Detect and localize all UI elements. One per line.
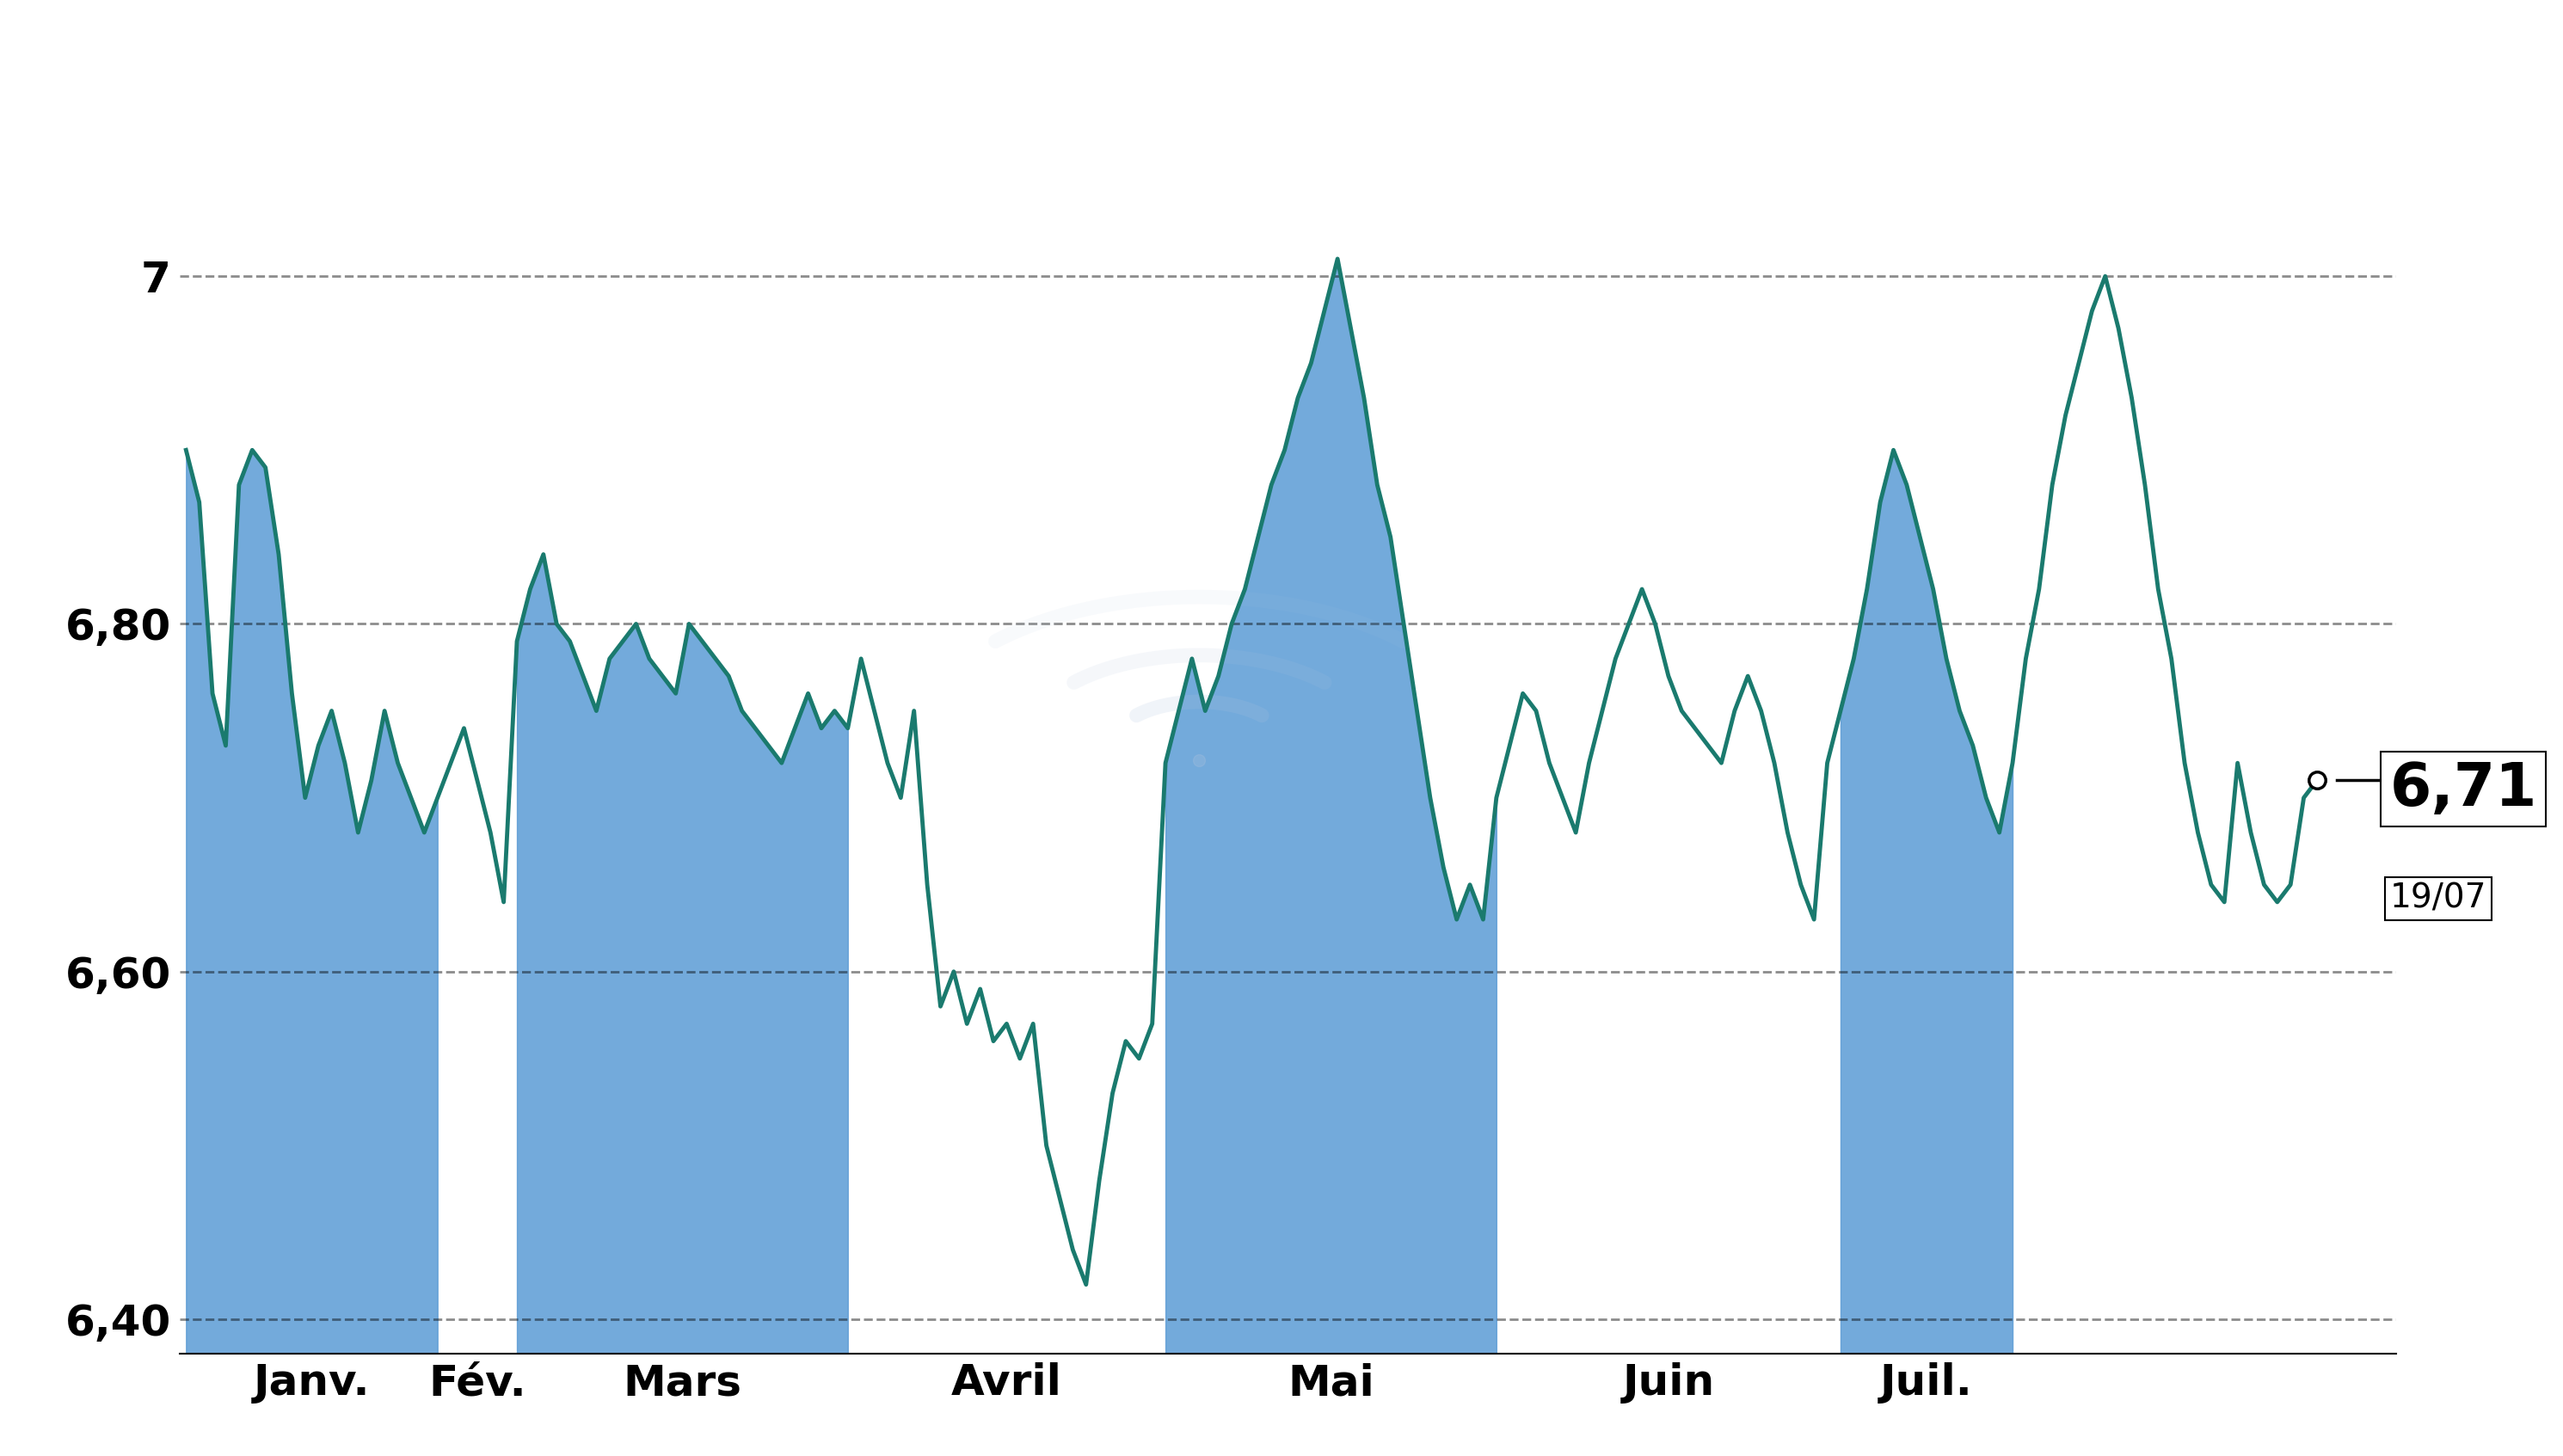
Text: Abrdn Income Credit Strategies Fund: Abrdn Income Credit Strategies Fund — [379, 35, 2184, 118]
Text: 19/07: 19/07 — [2389, 882, 2486, 914]
Text: 6,71: 6,71 — [2389, 760, 2537, 818]
